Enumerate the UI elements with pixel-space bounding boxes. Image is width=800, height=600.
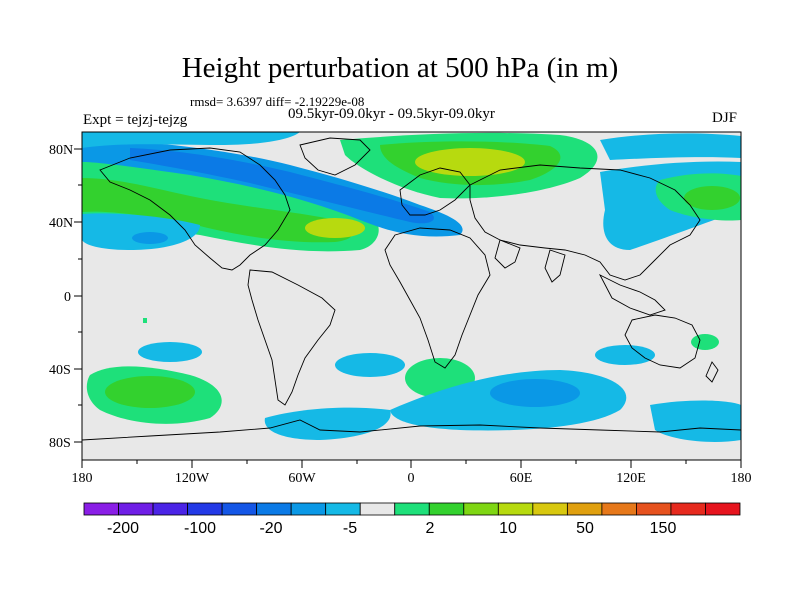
period-label: 09.5kyr-09.0kyr - 09.5kyr-09.0kyr [288, 106, 495, 122]
tropical-green-spot [143, 318, 147, 323]
colorbar-swatch-17 [670, 502, 706, 516]
nh-lightblue-asia-north [600, 133, 741, 160]
sh-lightblue-atlantic [335, 353, 405, 377]
colorbar-swatch-9 [394, 502, 430, 516]
coast-australia [624, 314, 701, 369]
coast-antarctica [82, 419, 741, 441]
colorbar-label-2: 2 [426, 520, 435, 537]
colorbar-swatch-13 [532, 502, 568, 516]
colorbar [83, 502, 741, 516]
coast-south-america [247, 269, 336, 406]
lon-label-180w: 180 [72, 471, 93, 486]
lat-label-0: 0 [64, 290, 71, 305]
nh-green-band-america-inner [82, 178, 354, 243]
colorbar-swatch-10 [428, 502, 465, 516]
lat-label-80s: 80S [49, 436, 71, 451]
coast-africa [384, 227, 491, 369]
colorbar-label-10: 10 [499, 520, 517, 537]
lat-ticks [74, 148, 82, 443]
colorbar-swatch-12 [497, 502, 534, 516]
coast-arabia-india [494, 239, 566, 283]
colorbar-swatch-15 [601, 502, 637, 516]
coastlines [82, 137, 741, 441]
lat-label-40n: 40N [49, 216, 73, 231]
colorbar-swatch-16 [636, 502, 672, 516]
plot-title: Height perturbation at 500 hPa (in m) [181, 52, 619, 84]
sh-blue-indian-inner [490, 379, 580, 407]
colorbar-label-neg5: -5 [343, 520, 357, 537]
colorbar-swatch-18 [705, 502, 741, 516]
colorbar-swatch-7 [325, 502, 361, 516]
coast-new-zealand [705, 361, 719, 383]
lat-label-40s: 40S [49, 363, 71, 378]
lon-label-60e: 60E [510, 471, 533, 486]
colorbar-label-50: 50 [576, 520, 594, 537]
contour-fields [82, 132, 741, 442]
colorbar-swatch-3 [187, 502, 223, 516]
colorbar-swatch-8 [359, 502, 396, 516]
colorbar-swatch-1 [118, 502, 154, 516]
colorbar-swatch-2 [152, 502, 188, 516]
lon-label-60w: 60W [288, 471, 316, 486]
lon-label-120e: 120E [616, 471, 646, 486]
coast-europe [399, 167, 471, 216]
lat-label-80n: 80N [49, 143, 73, 158]
colorbar-swatch-14 [566, 502, 603, 516]
coast-southeast-asia [598, 273, 666, 316]
colorbar-swatch-0 [83, 502, 119, 516]
lon-label-120w: 120W [175, 471, 210, 486]
sh-lightblue-australia [595, 345, 655, 365]
stats-line: rmsd= 3.6397 diff= -2.19229e-08 [190, 94, 365, 109]
colorbar-label-neg20: -20 [259, 520, 282, 537]
nh-yellow-core-atlantic [305, 218, 365, 238]
colorbar-swatch-4 [221, 502, 258, 516]
colorbar-label-neg200: -200 [107, 520, 139, 537]
nh-blue-pacific-east [132, 232, 168, 244]
colorbar-label-150: 150 [650, 520, 677, 537]
nh-yellow-core-eurasia [415, 148, 525, 176]
nh-lightblue-pacific-east [82, 213, 200, 250]
sh-green-tasman [691, 334, 719, 350]
colorbar-swatch-6 [290, 502, 327, 516]
experiment-label: Expt = tejzj-tejzg [83, 112, 188, 128]
sh-green-south-pacific-inner [105, 376, 195, 408]
season-label: DJF [712, 110, 738, 126]
colorbar-swatch-5 [256, 502, 292, 516]
colorbar-swatch-11 [463, 502, 499, 516]
sh-lightblue-pacific [138, 342, 202, 362]
coast-greenland [299, 137, 371, 176]
colorbar-label-neg100: -100 [184, 520, 216, 537]
coast-north-america [99, 147, 291, 271]
nh-lightblue-band-central [82, 132, 300, 148]
nh-green-pacific-inner [684, 186, 740, 210]
lon-label-0: 0 [408, 471, 415, 486]
lon-label-180e: 180 [731, 471, 752, 486]
nh-blue-band-strong [130, 148, 434, 224]
lon-ticks [81, 460, 742, 468]
sh-lightblue-south-pacific-east [650, 400, 741, 442]
